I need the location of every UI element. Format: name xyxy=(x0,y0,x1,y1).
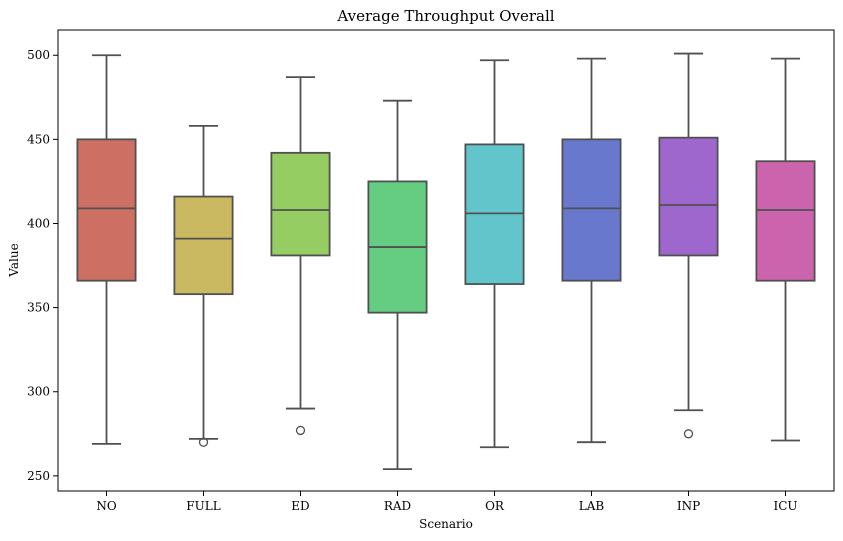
chart-title: Average Throughput Overall xyxy=(336,7,554,25)
plot-area: 250 300 350 400 450 500 NO FULL ED RAD OR LAB INP ICU xyxy=(27,29,835,513)
y-tick-label: 400 xyxy=(27,216,50,230)
box-icu xyxy=(755,160,816,282)
y-axis-label: Value xyxy=(7,243,21,277)
x-tick-label: OR xyxy=(485,499,505,513)
x-tick-label: LAB xyxy=(579,499,605,513)
x-tick-label: INP xyxy=(677,499,700,513)
x-tick-label: ICU xyxy=(773,499,797,513)
box-full xyxy=(173,195,234,296)
box-inp xyxy=(658,136,719,257)
x-axis-label: Scenario xyxy=(419,517,473,531)
box-ed xyxy=(270,151,331,257)
plot-frame xyxy=(57,29,835,492)
x-tick-label: FULL xyxy=(186,499,220,513)
y-tick-label: 450 xyxy=(27,132,50,146)
y-tick-label: 350 xyxy=(27,301,50,315)
y-tick-label: 300 xyxy=(27,385,50,399)
outlier-full xyxy=(198,437,209,447)
x-tick-label: ED xyxy=(291,499,309,513)
box-no xyxy=(76,138,137,282)
outlier-ed xyxy=(295,425,306,436)
y-tick-label: 250 xyxy=(27,469,50,483)
outlier-inp xyxy=(683,429,694,439)
y-tick-label: 500 xyxy=(27,48,50,62)
x-tick-label: RAD xyxy=(384,499,411,513)
box-lab xyxy=(561,138,622,282)
x-tick-label: NO xyxy=(96,499,117,513)
